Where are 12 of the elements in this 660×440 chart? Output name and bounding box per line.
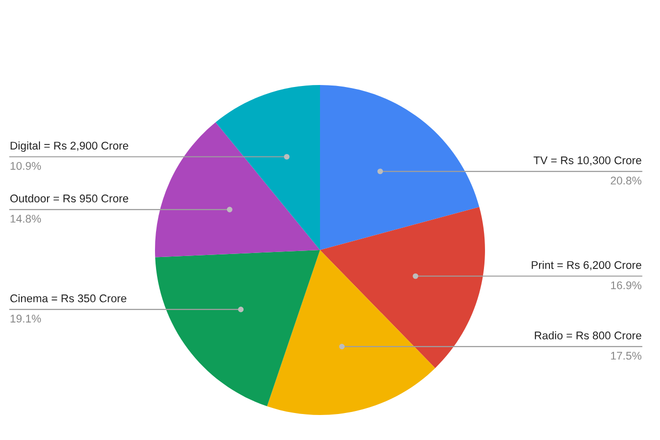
slice-label: Radio = Rs 800 Crore — [534, 331, 642, 340]
data-label: 10.9% — [10, 162, 41, 170]
data-label: 19.1% — [10, 314, 41, 323]
data-label: 16.9% — [611, 281, 642, 290]
slice-label: Digital = Rs 2,900 Crore — [10, 141, 128, 152]
data-label: 14.8% — [10, 214, 41, 223]
data-label: 20.8% — [610, 176, 642, 185]
slice-label: Print = Rs 6,200 Crore — [532, 260, 642, 270]
slice-label: Cinema = Rs 350 Crore — [10, 294, 126, 302]
slice-label: TV = Rs 10,300 Crore — [534, 156, 642, 166]
data-label: 17.5% — [611, 352, 642, 360]
slice-label: Outdoor = Rs 950 Crore — [10, 194, 128, 202]
